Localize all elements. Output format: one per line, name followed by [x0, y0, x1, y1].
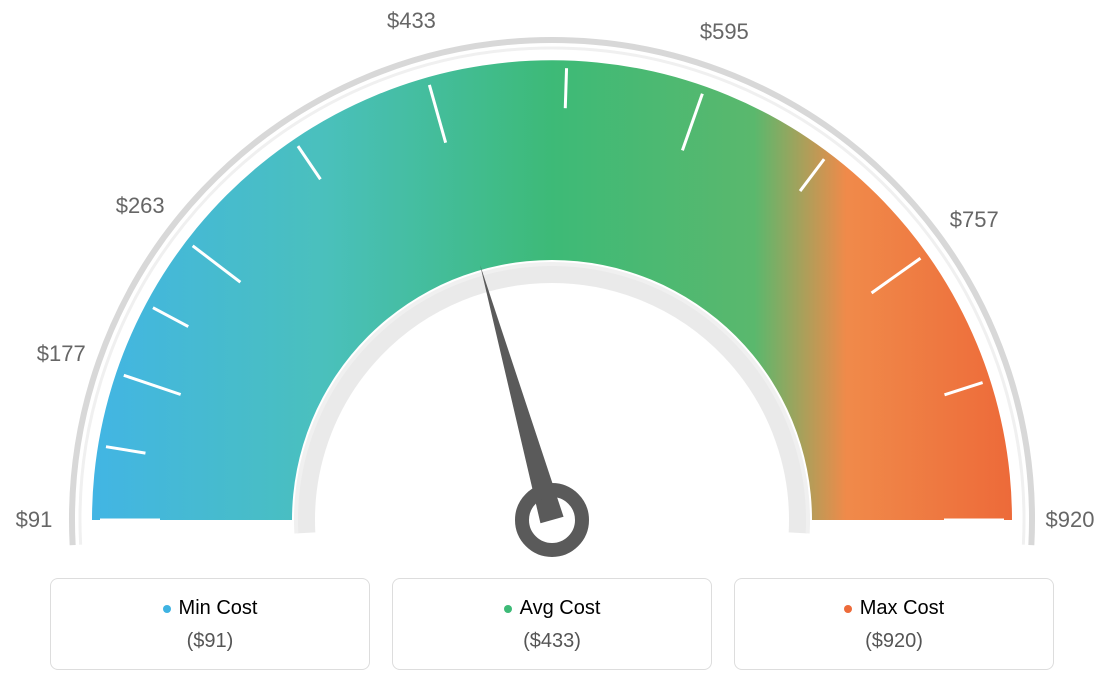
gauge-tick-label: $91 — [16, 507, 53, 533]
legend-value-avg: ($433) — [403, 630, 701, 653]
legend-value-min: ($91) — [61, 630, 359, 653]
gauge-tick-label: $920 — [1046, 507, 1095, 533]
legend-label-min: Min Cost — [163, 597, 258, 620]
legend-row: Min Cost ($91) Avg Cost ($433) Max Cost … — [0, 578, 1104, 670]
gauge-tick-label: $757 — [950, 207, 999, 233]
legend-card-min: Min Cost ($91) — [50, 578, 370, 670]
gauge-tick-label: $595 — [700, 19, 749, 45]
legend-text-max: Max Cost — [860, 597, 944, 620]
legend-card-max: Max Cost ($920) — [734, 578, 1054, 670]
legend-dot-max — [844, 605, 852, 613]
cost-gauge: $91 $177 $263 $433 $595 $757 $920 — [0, 0, 1104, 560]
gauge-tick-label: $177 — [37, 341, 86, 367]
gauge-tick-label: $433 — [387, 8, 436, 34]
legend-card-avg: Avg Cost ($433) — [392, 578, 712, 670]
gauge-tick-label: $263 — [116, 193, 165, 219]
legend-dot-min — [163, 605, 171, 613]
legend-label-avg: Avg Cost — [504, 597, 601, 620]
legend-dot-avg — [504, 605, 512, 613]
legend-text-avg: Avg Cost — [520, 597, 601, 620]
legend-text-min: Min Cost — [179, 597, 258, 620]
legend-value-max: ($920) — [745, 630, 1043, 653]
legend-label-max: Max Cost — [844, 597, 944, 620]
gauge-svg — [0, 0, 1104, 560]
